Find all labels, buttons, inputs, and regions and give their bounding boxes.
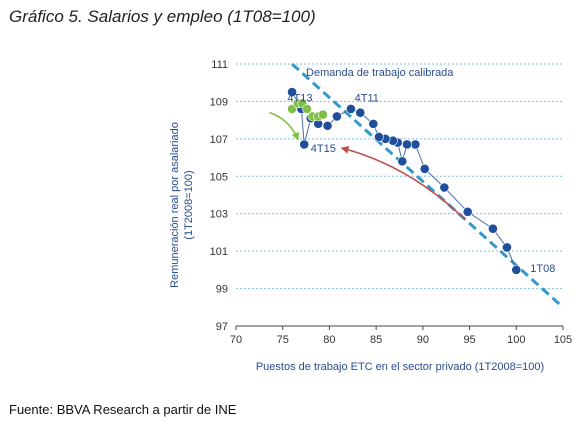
data-point-s0-16: [332, 111, 342, 122]
demand-line-path: [291, 62, 565, 309]
y-tick-label-97: 97: [216, 321, 228, 333]
y-tick-label-99: 99: [216, 284, 228, 296]
x-tick-label-90: 90: [417, 334, 429, 346]
x-tick-label-85: 85: [370, 334, 382, 346]
x-tick-label-100: 100: [507, 334, 525, 346]
trend-arrow-0: [269, 111, 300, 141]
trend-arrows: [269, 111, 466, 220]
data-point-s0-22: [287, 87, 297, 97]
data-point-s0-17: [322, 120, 333, 131]
x-axis-label: Puestos de trabajo ETC en el sector priv…: [256, 361, 544, 373]
data-point-s0-4: [439, 182, 450, 193]
x-tick-label-75: 75: [277, 334, 289, 346]
chart-title: Gráfico 5. Salarios y empleo (1T08=100): [9, 7, 316, 26]
data-point-s0-6: [410, 139, 421, 150]
annotation-1t08: 1T08: [530, 263, 555, 275]
y-tick-label-109: 109: [210, 96, 228, 108]
y-tick-label-101: 101: [210, 246, 228, 258]
y-tick-label-111: 111: [211, 59, 228, 71]
x-tick-label-105: 105: [554, 334, 572, 346]
data-point-s0-20: [299, 139, 310, 150]
data-point-s1-3: [302, 104, 312, 114]
y-tick-label-105: 105: [210, 171, 228, 183]
grid-lines: [236, 63, 563, 290]
y-axis-label-line2: (1T2008=100): [183, 170, 195, 239]
data-point-s0-3: [462, 206, 473, 217]
y-axis-label: Remuneración real por asalariado (1T2008…: [169, 122, 195, 288]
y-tick-label-103: 103: [210, 209, 228, 221]
series-group: [287, 87, 522, 275]
data-point-s0-14: [355, 107, 366, 118]
demand-line: Demanda de trabajo calibrada: [291, 62, 565, 309]
demand-line-label: Demanda de trabajo calibrada: [306, 67, 454, 79]
x-tick-label-70: 70: [230, 334, 242, 346]
data-point-s0-7: [402, 139, 412, 150]
data-point-s0-12: [374, 132, 384, 142]
data-point-s0-1: [502, 242, 512, 253]
x-tick-label-80: 80: [323, 334, 335, 346]
annotation-4t11: 4T11: [355, 93, 379, 105]
data-point-s0-2: [488, 223, 498, 234]
annotation-4t13: 4T13: [287, 93, 312, 105]
x-tick-label-95: 95: [463, 334, 475, 346]
series-line-main: [291, 91, 517, 271]
annotations: 4T13 4T11 4T15 1T08: [287, 93, 555, 275]
data-point-s1-6: [317, 109, 328, 120]
y-tick-label-107: 107: [210, 134, 228, 146]
data-point-s0-15: [346, 104, 356, 114]
data-point-s0-5: [419, 163, 430, 174]
axes: 97 99 101 103 105 107 109 111 70 75 80 85 90 95 100 105: [210, 59, 573, 346]
data-point-s0-0: [511, 264, 522, 275]
annotation-4t15: 4T15: [311, 143, 336, 155]
y-axis-label-line1: Remuneración real por asalariado: [169, 122, 181, 288]
source-note: Fuente: BBVA Research a partir de INE: [9, 402, 237, 417]
scatter-chart: 97 99 101 103 105 107 109 111 70 75 80 85 90 95 100 105…: [169, 59, 573, 373]
data-point-s0-8: [397, 156, 408, 167]
trend-arrow-1: [340, 145, 466, 220]
data-point-s0-13: [368, 118, 379, 129]
